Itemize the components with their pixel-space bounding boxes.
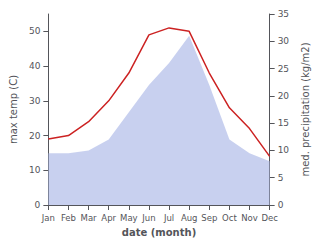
svg-text:10: 10 [29,165,41,175]
svg-text:0: 0 [35,200,41,210]
svg-text:med. precipitation (kg/m2): med. precipitation (kg/m2) [300,42,311,176]
svg-text:40: 40 [29,61,41,71]
svg-text:Aug: Aug [181,213,198,223]
svg-text:50: 50 [29,26,41,36]
svg-text:0: 0 [278,200,284,210]
svg-text:Feb: Feb [61,213,76,223]
svg-text:Jul: Jul [163,213,174,223]
svg-text:20: 20 [29,131,41,141]
svg-text:15: 15 [278,118,289,128]
svg-text:May: May [120,213,138,223]
svg-text:Dec: Dec [261,213,278,223]
svg-text:5: 5 [278,173,284,183]
svg-text:Apr: Apr [101,213,116,223]
svg-text:25: 25 [278,64,289,74]
svg-text:Nov: Nov [241,213,258,223]
svg-text:35: 35 [278,9,289,19]
svg-text:10: 10 [278,145,290,155]
svg-text:Jan: Jan [41,213,55,223]
svg-text:max temp (C): max temp (C) [8,75,19,144]
svg-text:30: 30 [29,96,41,106]
svg-text:30: 30 [278,36,290,46]
svg-text:Sep: Sep [201,213,217,223]
svg-text:20: 20 [278,91,290,101]
svg-text:Mar: Mar [81,213,98,223]
svg-text:date (month): date (month) [122,227,196,238]
svg-text:Oct: Oct [222,213,237,223]
svg-text:Jun: Jun [141,213,155,223]
